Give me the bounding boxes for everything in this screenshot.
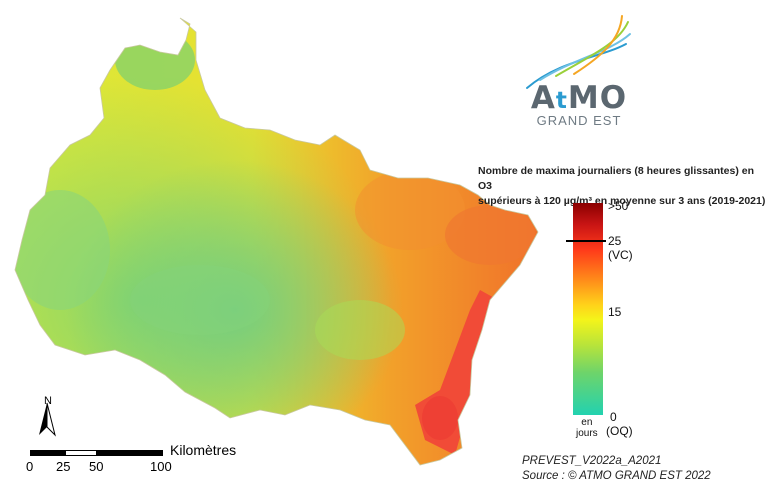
scale-label-0: 0 <box>26 459 34 474</box>
scale-segment-1 <box>30 450 65 456</box>
scale-unit: Kilomètres <box>170 442 237 458</box>
scale-label-100: 100 <box>150 459 172 474</box>
legend-title: Nombre de maxima journaliers (8 heures g… <box>478 165 766 207</box>
tick-25-note: (VC) <box>608 248 633 262</box>
scale-segment-3 <box>97 450 163 456</box>
legend-unit: en jours <box>576 417 598 439</box>
logo-wordmark: AtMO <box>530 80 628 116</box>
tick-max: >50 <box>608 199 629 213</box>
tick-15: 15 <box>608 305 622 319</box>
scale-label-50: 50 <box>89 459 104 474</box>
logo-subtitle: GRAND EST <box>536 113 622 128</box>
threshold-line-25 <box>566 240 606 242</box>
tick-0-note: (OQ) <box>606 424 633 438</box>
north-arrow-icon <box>39 402 56 437</box>
logo-swoosh-icon <box>526 15 631 89</box>
legend-colorbar <box>573 203 603 415</box>
scale-segment-2 <box>65 450 97 456</box>
source-credit: Source : © ATMO GRAND EST 2022 <box>522 470 711 482</box>
atmo-logo: AtMO GRAND EST <box>524 80 634 128</box>
model-version: PREVEST_V2022a_A2021 <box>522 455 662 467</box>
scale-label-25: 25 <box>56 459 71 474</box>
north-label: N <box>44 395 52 407</box>
tick-0: 0 <box>610 410 617 424</box>
tick-25: 25 <box>608 234 622 248</box>
